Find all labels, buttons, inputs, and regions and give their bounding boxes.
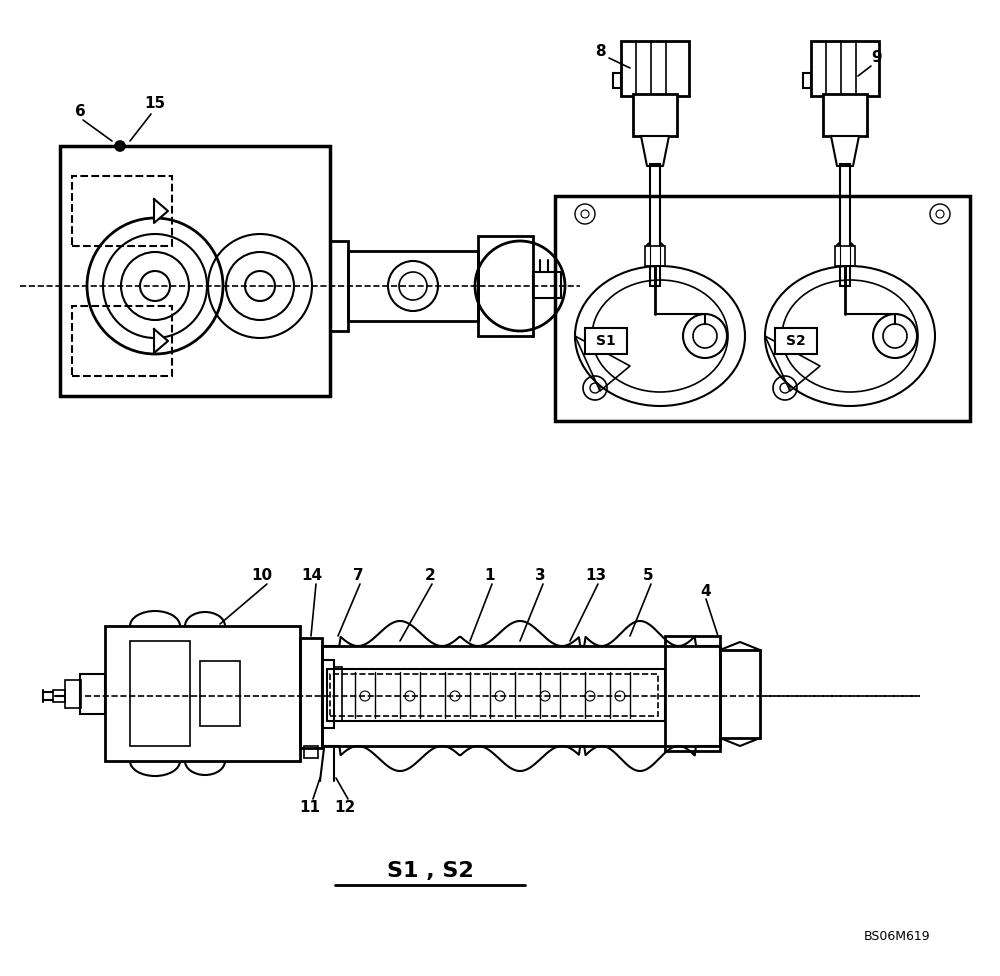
Bar	[200, 661, 240, 726]
Bar	[811, 41, 879, 96]
Text: 7: 7	[353, 568, 363, 584]
Text: S2: S2	[786, 334, 806, 348]
Bar	[840, 164, 850, 286]
Bar	[330, 241, 348, 331]
Text: BS06M619: BS06M619	[863, 929, 930, 943]
Bar	[65, 680, 81, 708]
Bar	[53, 690, 65, 702]
Bar	[60, 146, 330, 396]
Bar	[348, 251, 478, 321]
Bar	[330, 674, 658, 716]
Bar	[621, 41, 689, 96]
Bar	[327, 669, 665, 721]
Bar	[555, 196, 970, 421]
Text: 5: 5	[643, 568, 653, 584]
Bar	[72, 176, 172, 246]
Text: 2: 2	[425, 568, 435, 584]
Bar	[803, 73, 811, 88]
Text: 11: 11	[300, 800, 320, 816]
Text: 1: 1	[485, 568, 495, 584]
Circle shape	[115, 141, 125, 151]
Bar	[322, 646, 720, 746]
Bar	[823, 94, 867, 136]
Text: 15: 15	[144, 97, 166, 111]
Bar	[775, 328, 817, 354]
Bar	[72, 306, 172, 376]
Text: 4: 4	[701, 584, 711, 598]
Bar	[665, 636, 720, 751]
Text: 9: 9	[872, 51, 882, 65]
Bar	[835, 246, 855, 266]
Bar	[105, 626, 300, 761]
Text: S1: S1	[596, 334, 616, 348]
Bar	[645, 246, 665, 266]
Text: 3: 3	[535, 568, 545, 584]
Text: 6: 6	[75, 103, 85, 118]
Polygon shape	[154, 199, 168, 223]
Bar	[80, 674, 105, 714]
Bar	[533, 272, 561, 298]
Polygon shape	[154, 329, 168, 353]
Bar	[650, 164, 660, 286]
Bar	[585, 328, 627, 354]
Polygon shape	[641, 136, 669, 166]
Bar	[322, 660, 334, 728]
Bar	[478, 236, 533, 336]
Bar	[304, 746, 318, 758]
Bar	[300, 638, 322, 748]
Bar	[130, 641, 190, 746]
Polygon shape	[831, 136, 859, 166]
Text: 10: 10	[251, 568, 273, 584]
Text: S1 , S2: S1 , S2	[387, 861, 473, 881]
Bar	[720, 650, 760, 738]
Text: 13: 13	[585, 568, 607, 584]
Text: 12: 12	[334, 800, 356, 816]
Bar	[334, 667, 342, 721]
Text: 14: 14	[301, 568, 323, 584]
Bar	[633, 94, 677, 136]
Bar	[613, 73, 621, 88]
Text: 8: 8	[595, 44, 605, 59]
